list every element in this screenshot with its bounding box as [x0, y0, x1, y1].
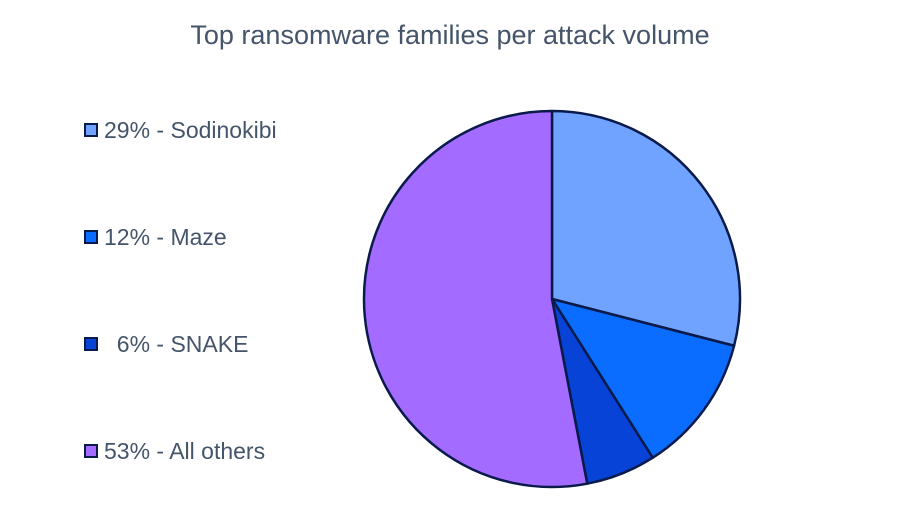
legend-item-snake: 6% - SNAKE [84, 328, 248, 360]
legend-label-sodinokibi: 29% - Sodinokibi [104, 116, 277, 143]
pie-slice-all-others [362, 109, 589, 489]
legend-label-maze: 12% - Maze [104, 223, 227, 250]
legend-swatch-maze [84, 230, 98, 244]
legend-item-sodinokibi: 29% - Sodinokibi [84, 114, 277, 146]
legend-item-maze: 12% - Maze [84, 221, 227, 253]
legend-label-snake: 6% - SNAKE [104, 330, 249, 357]
pie-slice-sodinokibi [550, 109, 742, 347]
legend-item-all-others: 53% - All others [84, 435, 265, 467]
legend-swatch-snake [84, 337, 98, 351]
pie-slice-maze [550, 297, 736, 459]
legend-swatch-sodinokibi [84, 123, 98, 137]
chart-title: Top ransomware families per attack volum… [190, 20, 710, 50]
legend-swatch-all-others [84, 444, 98, 458]
legend-label-all-others: 53% - All others [104, 437, 266, 464]
pie-slices [362, 109, 742, 489]
